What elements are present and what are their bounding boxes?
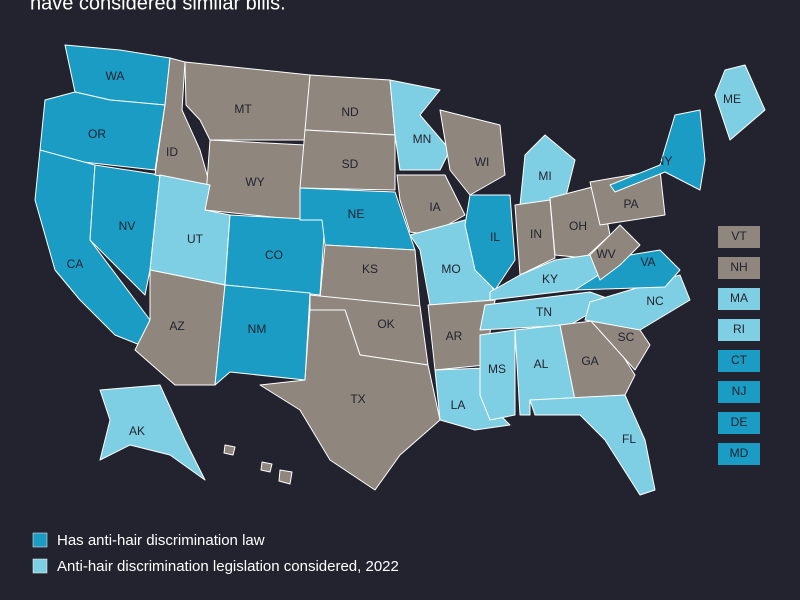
state-shape [99, 384, 206, 481]
state-label: WA [106, 69, 125, 83]
state-shape [214, 284, 311, 386]
small-state-box [718, 257, 760, 279]
small-state-label: NH [730, 260, 747, 274]
state-label: VA [640, 255, 655, 269]
state-label: NV [119, 219, 136, 233]
small-state-box [718, 412, 760, 434]
state-label: WI [475, 155, 490, 169]
state-label: WY [245, 175, 264, 189]
legend-swatch [32, 558, 48, 574]
state-label: IL [490, 230, 500, 244]
state-shape [589, 224, 641, 281]
state-label: GA [581, 354, 598, 368]
small-state-box [718, 350, 760, 372]
state-shape [479, 329, 516, 421]
state-label: ME [723, 92, 741, 106]
state-label: NE [348, 207, 365, 221]
state-label: SC [618, 330, 635, 344]
small-state-label: VT [731, 229, 747, 243]
state-shape [299, 129, 396, 191]
island [260, 461, 273, 473]
state-shape [154, 57, 211, 186]
state-label: ND [341, 105, 359, 119]
state-label: NY [656, 154, 673, 168]
state-label: AL [534, 357, 549, 371]
state-label: UT [187, 232, 204, 246]
small-state-label: MA [730, 291, 748, 305]
small-state-label: NJ [732, 384, 747, 398]
small-state-box [718, 288, 760, 310]
small-state-label: MD [730, 446, 749, 460]
states: WA OR CA NV ID MT WY UT AZ CO NM ND SD NE KS OK TX MN IA MO… [34, 44, 766, 496]
state-shape [223, 444, 236, 456]
state-label: MS [488, 362, 506, 376]
state-shape [184, 61, 311, 141]
state-label: MN [413, 132, 432, 146]
state-label: NM [248, 322, 267, 336]
state-shape [439, 109, 506, 196]
small-states: VT NH MA RI CT NJ DE MD [718, 226, 760, 465]
state-label: AR [446, 329, 463, 343]
state-label: IN [530, 227, 542, 241]
state-label: AZ [169, 319, 184, 333]
small-state-label: CT [731, 353, 748, 367]
state-label: AK [129, 424, 145, 438]
state-label: PA [623, 197, 638, 211]
small-state-box [718, 443, 760, 465]
state-shape [609, 109, 706, 193]
state-label: NC [646, 294, 664, 308]
state-label: OK [377, 317, 394, 331]
state-label: OR [88, 127, 106, 141]
legend: Has anti-hair discrimination law Anti-hai… [32, 532, 399, 575]
small-state-label: DE [731, 415, 748, 429]
state-label: TX [350, 392, 365, 406]
state-shape [89, 164, 161, 296]
state-label: ID [166, 145, 178, 159]
state-label: MO [441, 262, 460, 276]
small-state-box [718, 319, 760, 341]
state-label: IA [429, 200, 440, 214]
subtitle: have considered similar bills. [30, 0, 286, 14]
small-state-label: RI [733, 322, 745, 336]
state-label: WV [596, 247, 615, 261]
legend-label: Anti-hair discrimination legislation con… [57, 558, 399, 575]
small-state-box [718, 381, 760, 403]
state-label: OH [569, 219, 587, 233]
small-state-box [718, 226, 760, 248]
state-shape [259, 309, 441, 491]
legend-label: Has anti-hair discrimination law [57, 532, 265, 549]
island [278, 469, 293, 485]
state-label: CA [67, 257, 84, 271]
state-shape [389, 79, 451, 171]
state-shape [529, 394, 656, 496]
state-label: MI [538, 169, 551, 183]
state-label: KS [362, 262, 378, 276]
state-label: LA [451, 398, 466, 412]
state-label: KY [542, 272, 558, 286]
state-label: CO [265, 248, 283, 262]
state-shape [514, 199, 556, 276]
state-label: HI [243, 469, 255, 483]
state-label: FL [622, 432, 636, 446]
state-shape [714, 64, 766, 141]
legend-swatch [32, 532, 48, 548]
state-label: MT [234, 102, 252, 116]
state-label: TN [536, 305, 552, 319]
state-label: SD [342, 157, 359, 171]
